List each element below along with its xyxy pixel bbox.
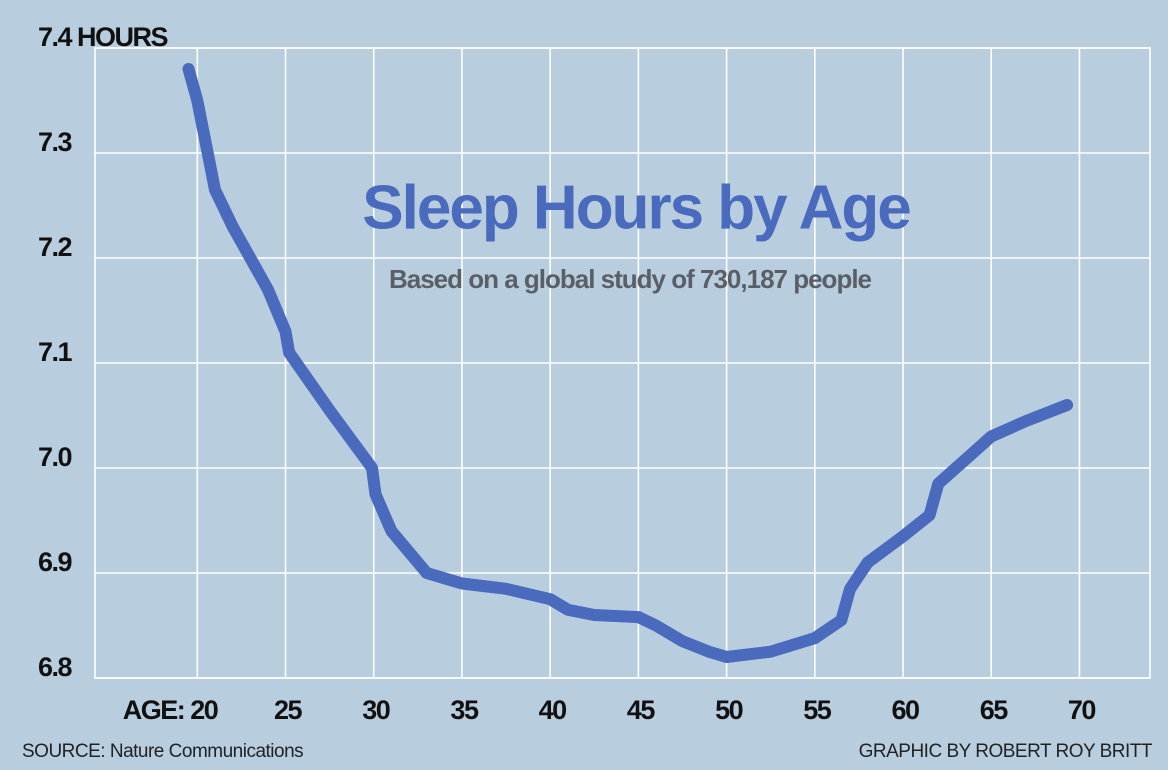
x-tick-label: 55 xyxy=(803,695,832,725)
x-tick-label: 65 xyxy=(980,695,1009,725)
x-tick-label: 70 xyxy=(1068,695,1096,725)
credit: GRAPHIC BY ROBERT ROY BRITT xyxy=(859,741,1153,762)
grid xyxy=(95,47,1150,679)
data-line xyxy=(182,63,1074,663)
x-tick-label: 40 xyxy=(539,695,567,725)
y-tick-label: 7.3 xyxy=(38,127,73,157)
x-tick-label: AGE: 20 xyxy=(123,695,218,725)
marks xyxy=(182,63,1074,663)
source: SOURCE: Nature Communications xyxy=(22,741,303,762)
y-tick-label: 7.0 xyxy=(38,442,72,472)
x-tick-label: 25 xyxy=(274,695,303,725)
chart-subtitle: Based on a global study of 730,187 peopl… xyxy=(389,264,872,294)
chart-title: Sleep Hours by Age xyxy=(362,173,910,242)
y-tick-label: 7.2 xyxy=(38,232,72,262)
x-tick-label: 45 xyxy=(627,695,656,725)
y-tick-label: 6.8 xyxy=(38,652,73,682)
y-tick-label: 7.4 HOURS xyxy=(38,22,168,52)
x-tick-label: 60 xyxy=(891,695,919,725)
x-tick-label: 50 xyxy=(715,695,743,725)
y-tick-label: 6.9 xyxy=(38,547,73,577)
x-tick-label: 30 xyxy=(362,695,390,725)
x-tick-label: 35 xyxy=(450,695,479,725)
y-tick-label: 7.1 xyxy=(38,337,73,367)
